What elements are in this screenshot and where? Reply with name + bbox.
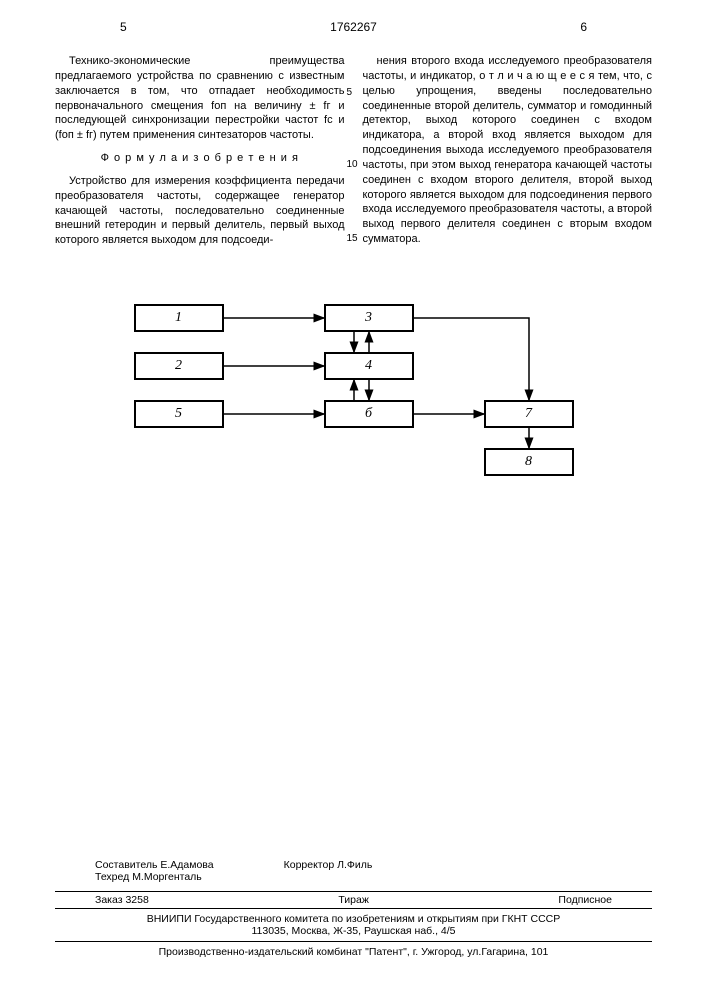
diagram-node-5: 5	[134, 400, 224, 428]
right-column: нения второго входа исследуемого преобра…	[363, 54, 653, 254]
line-number: 15	[347, 232, 358, 246]
corrector-name: Л.Филь	[337, 859, 372, 871]
compiler: Составитель Е.Адамова Техред М.Моргентал…	[95, 859, 214, 883]
paragraph: Технико-экономические преимущества предл…	[55, 54, 345, 143]
paragraph: Устройство для измерения коэффициента пе…	[55, 174, 345, 248]
order: Заказ 3258	[95, 894, 149, 906]
footer: Составитель Е.Адамова Техред М.Моргентал…	[55, 859, 652, 960]
subscription: Подписное	[558, 894, 612, 906]
diagram-node-1: 1	[134, 304, 224, 332]
diagram-node-4: 4	[324, 352, 414, 380]
line-number: 5	[347, 86, 353, 100]
corrector: Корректор Л.Филь	[284, 859, 373, 883]
left-column: Технико-экономические преимущества предл…	[55, 54, 345, 254]
credits-row: Составитель Е.Адамова Техред М.Моргентал…	[55, 859, 652, 889]
order-line: Заказ 3258 Тираж Подписное	[55, 894, 652, 906]
text-columns: 5 10 15 Технико-экономические преимущест…	[0, 34, 707, 254]
diagram-node-8: 8	[484, 448, 574, 476]
diagram-node-7: 7	[484, 400, 574, 428]
document-number: 1762267	[330, 20, 377, 34]
divider	[55, 908, 652, 909]
diagram-node-2: 2	[134, 352, 224, 380]
publisher-line: ВНИИПИ Государственного комитета по изоб…	[55, 911, 652, 939]
techred-label: Техред	[95, 871, 129, 883]
page-header: 5 1762267 6	[0, 0, 707, 34]
formula-title: Ф о р м у л а и з о б р е т е н и я	[55, 151, 345, 166]
block-diagram: 1 2 5 3 4 б 7 8	[104, 294, 604, 524]
diagram-node-6: б	[324, 400, 414, 428]
printer-line: Производственно-издательский комбинат "П…	[55, 944, 652, 960]
column-number-left: 5	[120, 20, 127, 34]
paragraph: нения второго входа исследуемого преобра…	[363, 54, 653, 247]
techred-name: М.Моргенталь	[132, 871, 202, 883]
compiler-name: Е.Адамова	[160, 859, 213, 871]
divider	[55, 891, 652, 892]
compiler-label: Составитель	[95, 859, 157, 871]
corrector-label: Корректор	[284, 859, 335, 871]
column-number-right: 6	[580, 20, 587, 34]
divider	[55, 941, 652, 942]
diagram-node-3: 3	[324, 304, 414, 332]
line-number: 10	[347, 158, 358, 172]
tirage: Тираж	[338, 894, 369, 906]
diagram-edge	[414, 318, 529, 400]
